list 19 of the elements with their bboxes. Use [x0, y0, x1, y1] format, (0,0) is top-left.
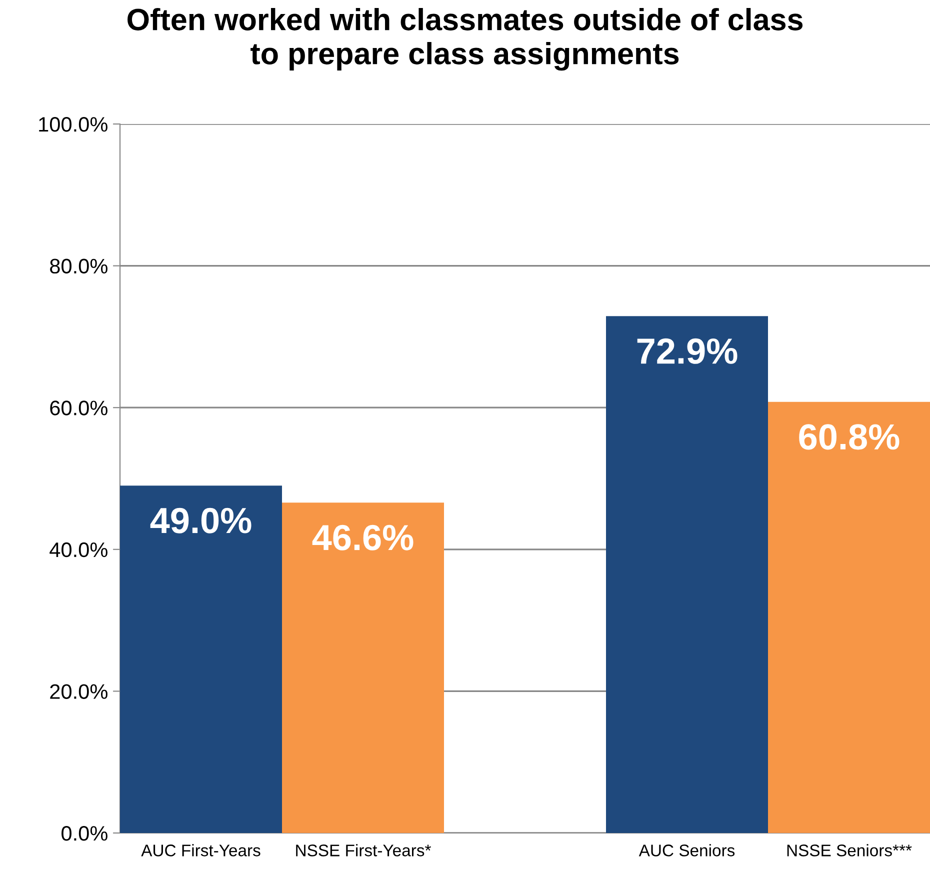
bar [606, 316, 768, 833]
x-tick-label: AUC Seniors [638, 844, 735, 856]
bar [282, 502, 444, 833]
y-tick-label: 100.0% [39, 117, 108, 132]
y-tick-label: 20.0% [50, 684, 108, 699]
x-tick-label: NSSE First-Years* [296, 844, 431, 856]
y-tick-label: 60.0% [50, 400, 108, 416]
y-tick-label: 40.0% [50, 542, 108, 558]
y-tick-label: 80.0% [50, 258, 108, 274]
bar [120, 486, 282, 833]
y-tick-label: 0.0% [62, 826, 108, 841]
x-tick-label: AUC First-Years [141, 844, 260, 856]
x-tick-label: NSSE Seniors*** [787, 844, 912, 856]
data-label: 72.9% [637, 338, 738, 364]
data-label: 46.6% [312, 524, 414, 550]
data-label: 60.8% [799, 424, 900, 450]
data-label: 49.0% [150, 508, 252, 534]
chart-title: Often worked with classmates outside of class to prepare class assignments [128, 8, 803, 71]
bar [768, 402, 930, 833]
